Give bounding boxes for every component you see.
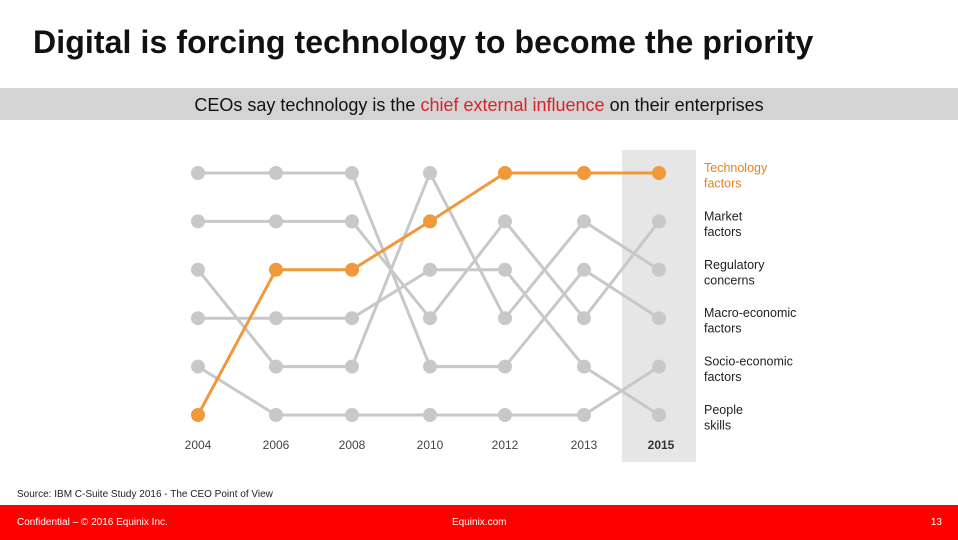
data-point-regulatory-concerns-2012	[498, 311, 512, 326]
subtitle-text-pre: CEOs say technology is the	[194, 95, 421, 115]
series-line-socio-economic-factors	[197, 365, 660, 417]
data-point-people-skills-2015	[652, 408, 666, 422]
series-label-market-factors-line2: factors	[704, 225, 742, 239]
data-point-people-skills-2004	[191, 311, 205, 326]
data-point-people-skills-2008	[345, 311, 359, 326]
data-point-macro-economic-factors-2008	[345, 166, 359, 180]
data-point-regulatory-concerns-2008	[345, 359, 359, 374]
x-tick-label-2008: 2008	[339, 438, 366, 452]
data-point-regulatory-concerns-2015	[652, 262, 666, 277]
data-point-socio-economic-factors-2013	[577, 408, 591, 422]
subtitle-text-post: on their enterprises	[604, 95, 764, 115]
data-point-people-skills-2010	[423, 262, 437, 277]
data-point-technology-factors-2012	[498, 166, 512, 180]
data-point-market-factors-2008	[345, 214, 359, 229]
data-point-people-skills-2013	[577, 359, 591, 374]
data-point-macro-economic-factors-2010	[423, 359, 437, 374]
slide-subtitle: CEOs say technology is the chief externa…	[0, 95, 958, 116]
data-point-market-factors-2013	[577, 311, 591, 326]
source-note: Source: IBM C-Suite Study 2016 - The CEO…	[17, 489, 273, 500]
data-point-socio-economic-factors-2006	[269, 408, 283, 422]
series-label-socio-economic-factors-line1: Socio-economic	[704, 355, 793, 369]
x-tick-label-2015: 2015	[648, 438, 675, 452]
series-label-regulatory-concerns-line2: concerns	[704, 273, 755, 287]
footer-website-link[interactable]: Equinix.com	[452, 517, 507, 528]
data-point-macro-economic-factors-2015	[652, 311, 666, 326]
data-point-socio-economic-factors-2015	[652, 359, 666, 374]
data-point-regulatory-concerns-2013	[577, 214, 591, 229]
data-point-technology-factors-2004	[191, 408, 205, 422]
data-point-technology-factors-2006	[269, 262, 283, 277]
data-point-people-skills-2006	[269, 311, 283, 326]
x-tick-label-2013: 2013	[571, 438, 598, 452]
data-point-market-factors-2006	[269, 214, 283, 229]
series-label-macro-economic-factors-line2: factors	[704, 322, 742, 336]
data-point-regulatory-concerns-2006	[269, 359, 283, 374]
series-label-macro-economic-factors-line1: Macro-economic	[704, 306, 796, 320]
series-label-socio-economic-factors-line2: factors	[704, 370, 742, 384]
data-point-regulatory-concerns-2010	[423, 166, 437, 180]
slide-title: Digital is forcing technology to become …	[33, 24, 814, 60]
data-point-macro-economic-factors-2006	[269, 166, 283, 180]
x-tick-label-2012: 2012	[492, 438, 519, 452]
series-label-market-factors-line1: Market	[704, 209, 743, 223]
data-point-market-factors-2010	[423, 311, 437, 326]
data-point-technology-factors-2008	[345, 262, 359, 277]
x-tick-label-2010: 2010	[417, 438, 444, 452]
x-tick-label-2006: 2006	[263, 438, 290, 452]
series-label-people-skills-line1: People	[704, 403, 743, 417]
page-number: 13	[930, 517, 942, 528]
data-point-market-factors-2004	[191, 214, 205, 229]
data-point-technology-factors-2013	[577, 166, 591, 180]
rank-line-chart: Technology factors Market factors Regulatory…	[185, 150, 796, 462]
series-label-people-skills-line2: skills	[704, 419, 731, 433]
data-point-macro-economic-factors-2013	[577, 262, 591, 277]
series-line-people-skills	[198, 268, 660, 417]
series-label-technology-factors-line2: factors	[704, 177, 742, 191]
data-point-market-factors-2012	[498, 214, 512, 229]
data-point-socio-economic-factors-2010	[423, 408, 437, 422]
data-point-socio-economic-factors-2004	[191, 359, 205, 374]
data-point-socio-economic-factors-2012	[498, 408, 512, 422]
footer-confidential: Confidential – © 2016 Equinix Inc.	[17, 517, 168, 528]
data-point-market-factors-2015	[652, 214, 666, 229]
data-point-macro-economic-factors-2004	[191, 166, 205, 180]
data-point-technology-factors-2010	[423, 214, 437, 229]
series-line-technology-factors	[196, 171, 659, 416]
footer-bar: Confidential – © 2016 Equinix Inc. Equin…	[0, 505, 958, 540]
subtitle-band	[0, 88, 958, 120]
data-point-people-skills-2012	[498, 262, 512, 277]
data-point-socio-economic-factors-2008	[345, 408, 359, 422]
data-point-macro-economic-factors-2012	[498, 359, 512, 374]
series-label-regulatory-concerns-line1: Regulatory	[704, 258, 765, 272]
series-label-technology-factors-line1: Technology	[704, 161, 768, 175]
subtitle-highlight: chief external influence	[420, 95, 605, 115]
x-tick-label-2004: 2004	[185, 438, 212, 452]
data-point-technology-factors-2015	[652, 166, 666, 180]
data-point-regulatory-concerns-2004	[191, 262, 205, 277]
